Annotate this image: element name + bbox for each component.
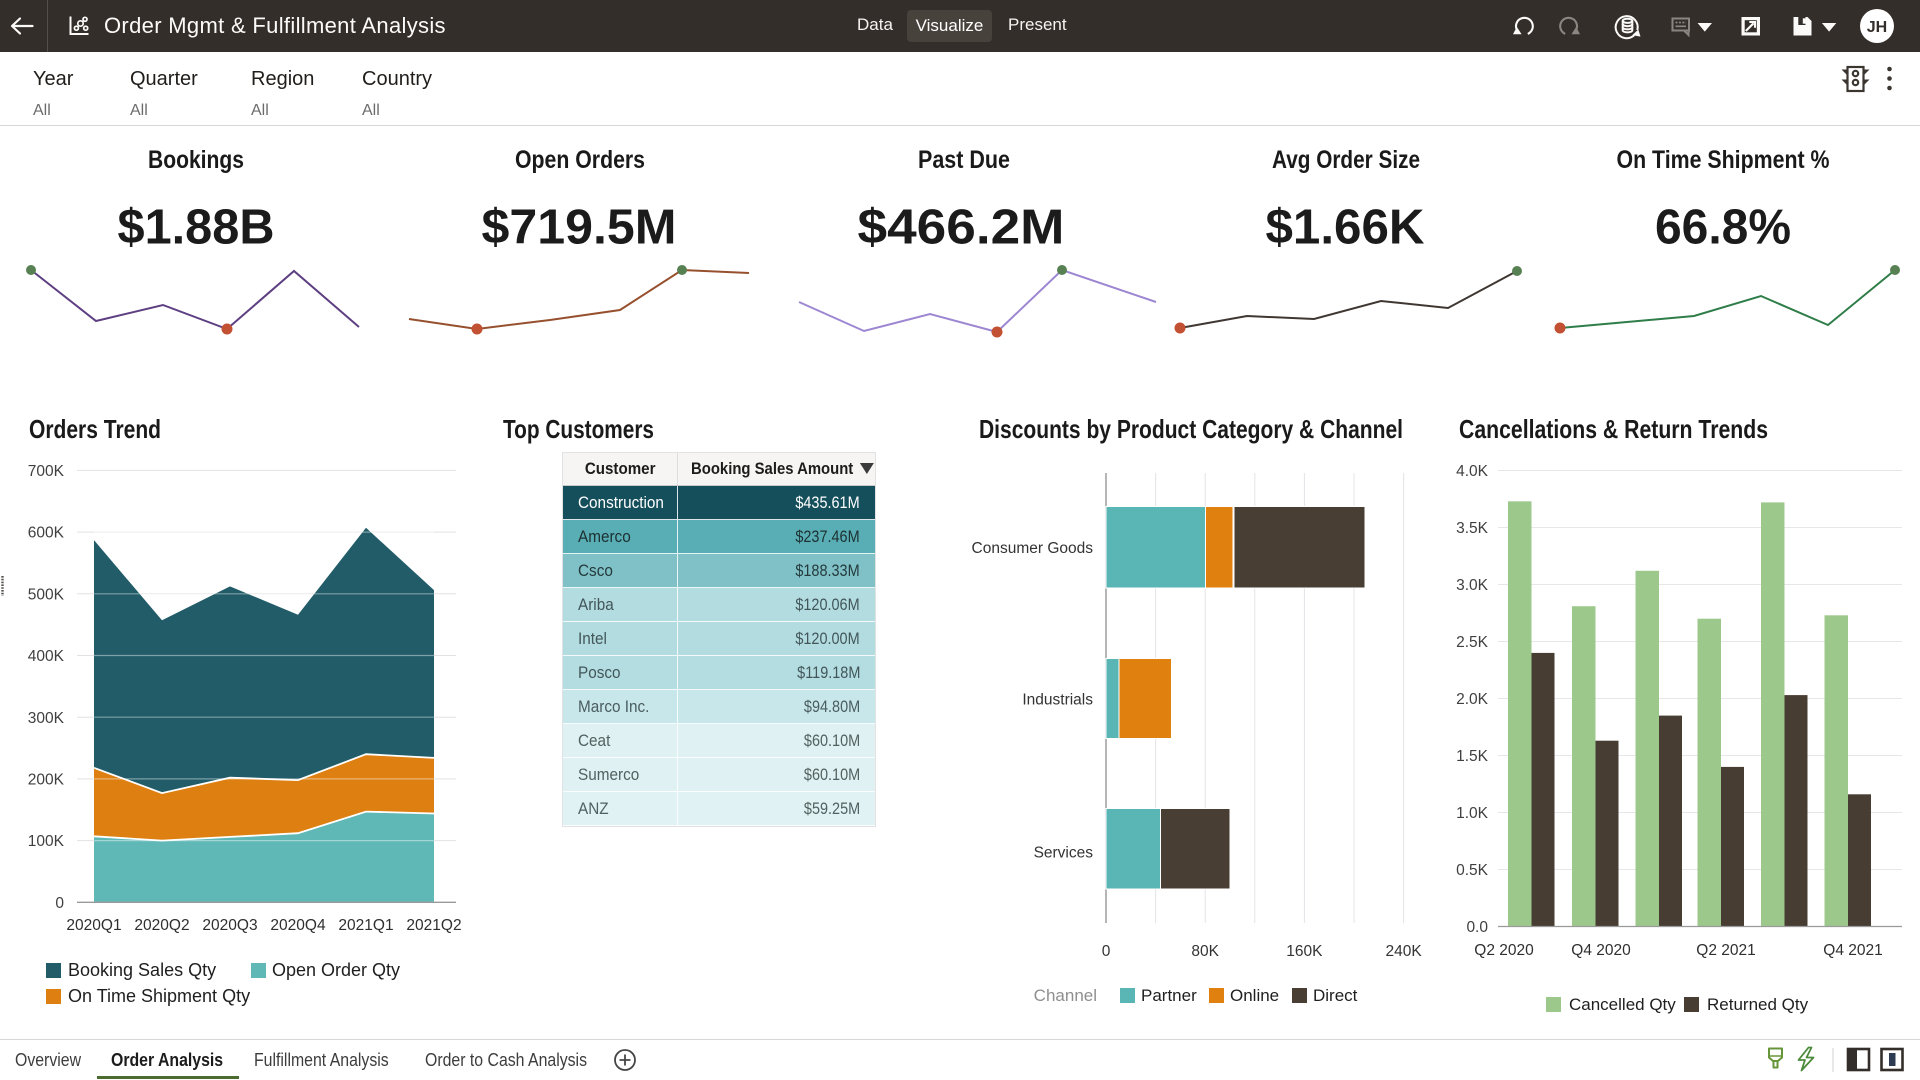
- svg-text:On Time Shipment %: On Time Shipment %: [1617, 146, 1830, 174]
- svg-text:2020Q1: 2020Q1: [66, 917, 121, 934]
- svg-text:300K: 300K: [28, 710, 65, 727]
- svg-text:Cancellations & Return Trends: Cancellations & Return Trends: [1459, 414, 1768, 444]
- svg-text:2.0K: 2.0K: [1456, 691, 1489, 708]
- svg-text:200K: 200K: [28, 772, 65, 789]
- svg-text:240K: 240K: [1385, 943, 1422, 960]
- svg-text:2020Q3: 2020Q3: [202, 917, 257, 934]
- svg-text:600K: 600K: [28, 525, 65, 542]
- svg-text:3.5K: 3.5K: [1456, 520, 1489, 537]
- svg-text:Open Orders: Open Orders: [515, 146, 645, 174]
- svg-text:Q2 2020: Q2 2020: [1474, 942, 1534, 959]
- svg-text:4.0K: 4.0K: [1456, 463, 1489, 480]
- svg-text:160K: 160K: [1286, 943, 1323, 960]
- svg-text:0: 0: [55, 895, 64, 912]
- svg-text:Services: Services: [1034, 845, 1094, 862]
- svg-text:$719.5M: $719.5M: [482, 201, 677, 255]
- svg-text:Open Order Qty: Open Order Qty: [272, 960, 400, 980]
- svg-text:On Time Shipment Qty: On Time Shipment Qty: [68, 986, 250, 1006]
- svg-text:Bookings: Bookings: [148, 146, 244, 174]
- svg-text:Partner: Partner: [1141, 986, 1197, 1005]
- svg-text:400K: 400K: [28, 648, 65, 665]
- svg-text:Booking Sales Qty: Booking Sales Qty: [68, 960, 216, 980]
- svg-text:Q4 2021: Q4 2021: [1823, 942, 1882, 959]
- svg-text:66.8%: 66.8%: [1655, 201, 1791, 255]
- svg-text:Consumer Goods: Consumer Goods: [972, 540, 1094, 557]
- svg-text:2021Q1: 2021Q1: [338, 917, 393, 934]
- svg-text:2020Q2: 2020Q2: [134, 917, 189, 934]
- svg-text:Orders Trend: Orders Trend: [29, 414, 161, 444]
- svg-text:Q2 2021: Q2 2021: [1696, 942, 1755, 959]
- svg-text:0: 0: [1102, 943, 1111, 960]
- svg-text:JH: JH: [1867, 19, 1887, 36]
- svg-text:0.5K: 0.5K: [1456, 862, 1489, 879]
- svg-text:Top Customers: Top Customers: [503, 414, 654, 444]
- svg-text:$466.2M: $466.2M: [858, 201, 1065, 255]
- svg-text:Cancelled Qty: Cancelled Qty: [1569, 995, 1676, 1014]
- svg-text:1.0K: 1.0K: [1456, 805, 1489, 822]
- svg-text:0.0: 0.0: [1466, 919, 1488, 936]
- svg-text:Q4 2020: Q4 2020: [1571, 942, 1631, 959]
- svg-text:1.5K: 1.5K: [1456, 748, 1489, 765]
- svg-text:Online: Online: [1230, 986, 1279, 1005]
- svg-text:80K: 80K: [1191, 943, 1219, 960]
- svg-text:700K: 700K: [28, 463, 65, 480]
- svg-text:Industrials: Industrials: [1022, 692, 1093, 709]
- svg-text:$1.66K: $1.66K: [1266, 201, 1425, 255]
- svg-text:2.5K: 2.5K: [1456, 634, 1489, 651]
- svg-text:Past Due: Past Due: [918, 146, 1010, 174]
- svg-text:Channel: Channel: [1034, 986, 1097, 1005]
- svg-text:2020Q4: 2020Q4: [270, 917, 326, 934]
- svg-text:Discounts by Product Category: Discounts by Product Category & Channel: [979, 414, 1403, 444]
- svg-text:Direct: Direct: [1313, 986, 1358, 1005]
- svg-text:100K: 100K: [28, 833, 65, 850]
- svg-text:2021Q2: 2021Q2: [406, 917, 461, 934]
- svg-text:3.0K: 3.0K: [1456, 577, 1489, 594]
- svg-text:Returned Qty: Returned Qty: [1707, 995, 1809, 1014]
- svg-text:500K: 500K: [28, 586, 65, 603]
- svg-text:$1.88B: $1.88B: [118, 201, 275, 255]
- svg-text:Avg Order Size: Avg Order Size: [1272, 146, 1420, 174]
